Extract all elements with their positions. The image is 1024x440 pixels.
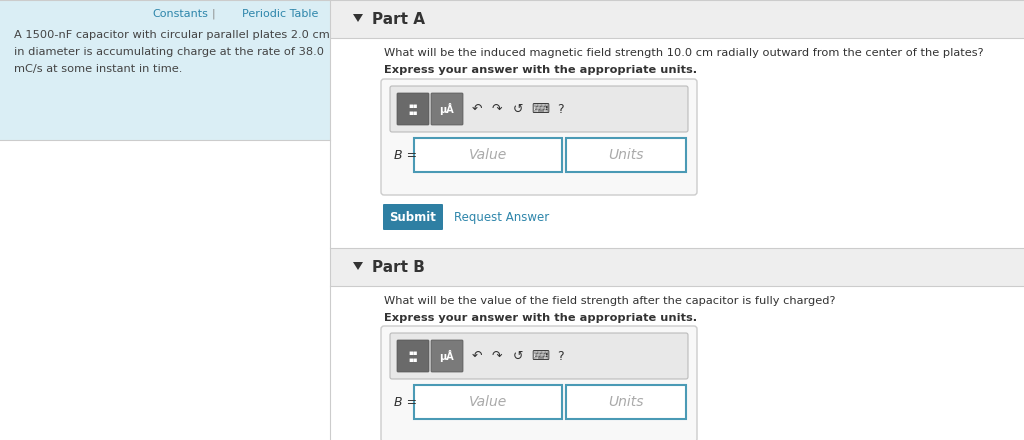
Text: ↶: ↶ — [472, 103, 482, 116]
Bar — [414, 138, 562, 172]
Text: What will be the induced magnetic field strength 10.0 cm radially outward from t: What will be the induced magnetic field … — [384, 48, 984, 58]
Text: Submit: Submit — [389, 210, 436, 224]
Text: Express your answer with the appropriate units.: Express your answer with the appropriate… — [384, 65, 697, 75]
Bar — [330, 248, 1024, 286]
Bar — [330, 0, 1024, 38]
FancyBboxPatch shape — [381, 326, 697, 440]
Text: A 1500-nF capacitor with circular parallel plates 2.0 cm: A 1500-nF capacitor with circular parall… — [14, 30, 330, 40]
Text: ▪▪
▪▪: ▪▪ ▪▪ — [409, 103, 418, 116]
Text: ⌨: ⌨ — [531, 349, 549, 363]
Text: in diameter is accumulating charge at the rate of 38.0: in diameter is accumulating charge at th… — [14, 47, 324, 57]
Text: Units: Units — [608, 395, 644, 409]
Polygon shape — [353, 262, 362, 270]
Text: Request Answer: Request Answer — [454, 210, 549, 224]
FancyBboxPatch shape — [397, 340, 429, 372]
Text: |: | — [211, 9, 215, 19]
Text: What will be the value of the field strength after the capacitor is fully charge: What will be the value of the field stre… — [384, 296, 836, 306]
Text: ▪▪
▪▪: ▪▪ ▪▪ — [409, 349, 418, 363]
FancyBboxPatch shape — [390, 86, 688, 132]
Text: Part A: Part A — [372, 11, 425, 26]
Bar — [566, 385, 686, 419]
FancyBboxPatch shape — [381, 79, 697, 195]
Text: ↷: ↷ — [492, 349, 502, 363]
FancyBboxPatch shape — [383, 204, 443, 230]
Polygon shape — [353, 14, 362, 22]
FancyBboxPatch shape — [431, 340, 463, 372]
Text: Value: Value — [469, 395, 507, 409]
FancyBboxPatch shape — [397, 93, 429, 125]
Text: ↷: ↷ — [492, 103, 502, 116]
Text: B =: B = — [394, 396, 417, 408]
Text: ↺: ↺ — [513, 349, 523, 363]
Text: Part B: Part B — [372, 260, 425, 275]
Text: ?: ? — [557, 349, 563, 363]
Bar — [414, 385, 562, 419]
Bar — [0, 0, 330, 140]
Text: Express your answer with the appropriate units.: Express your answer with the appropriate… — [384, 313, 697, 323]
Text: μÅ: μÅ — [439, 350, 455, 362]
Bar — [566, 138, 686, 172]
Text: μÅ: μÅ — [439, 103, 455, 115]
Text: B =: B = — [394, 149, 417, 161]
Text: ↺: ↺ — [513, 103, 523, 116]
Text: Units: Units — [608, 148, 644, 162]
Text: Constants: Constants — [153, 9, 208, 19]
Text: mC/s at some instant in time.: mC/s at some instant in time. — [14, 64, 182, 74]
FancyBboxPatch shape — [431, 93, 463, 125]
Text: ↶: ↶ — [472, 349, 482, 363]
Text: ⌨: ⌨ — [531, 103, 549, 116]
Text: Value: Value — [469, 148, 507, 162]
Text: Periodic Table: Periodic Table — [242, 9, 318, 19]
Text: ?: ? — [557, 103, 563, 116]
FancyBboxPatch shape — [390, 333, 688, 379]
